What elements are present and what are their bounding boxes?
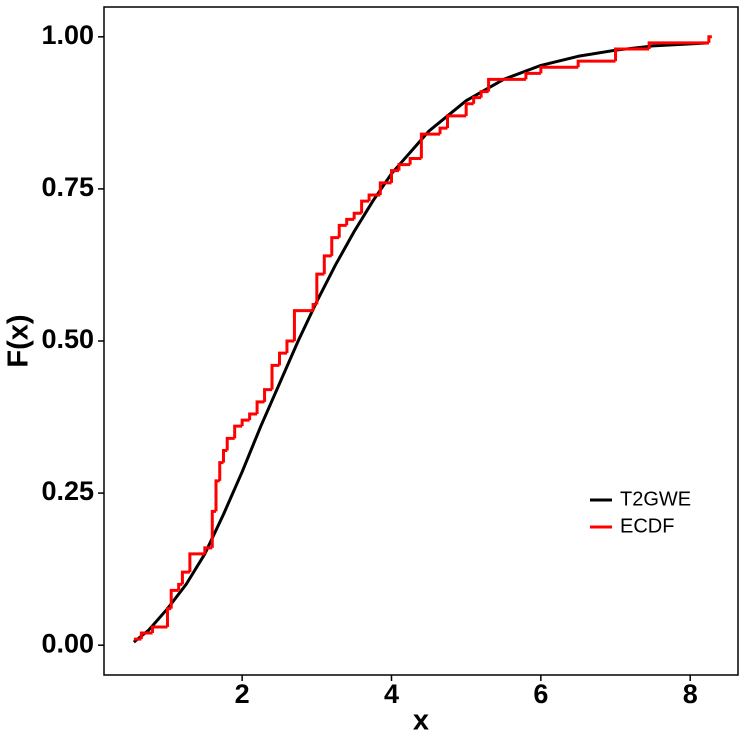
ecdf-step (408, 156, 422, 165)
ecdf-step (169, 588, 179, 609)
ecdf-step (292, 309, 314, 341)
ecdf-step (330, 236, 340, 256)
x-axis-title: x (413, 705, 429, 737)
ecdf-step (345, 217, 355, 226)
ecdf-step (315, 272, 325, 305)
ecdf-step (367, 193, 381, 202)
ecdf-step (165, 607, 172, 627)
ecdf-step (464, 102, 474, 116)
x-tick-label: 2 (235, 679, 250, 709)
x-tick-label: 8 (683, 679, 698, 709)
ecdf-step (647, 41, 709, 49)
ecdf-step (487, 77, 526, 92)
ecdf-step (188, 552, 205, 573)
ecdf-step (539, 65, 579, 74)
ecdf-step (576, 59, 616, 68)
ecdf-step (446, 114, 467, 129)
ecdf-step (218, 461, 224, 481)
ecdf-step (390, 169, 399, 183)
ecdf-step (255, 400, 265, 415)
ecdf-step (263, 388, 273, 402)
ecdf-step (214, 479, 220, 512)
ecdf-step (524, 71, 541, 80)
y-tick-label: 0.25 (41, 476, 94, 506)
y-axis-title: F(x) (3, 314, 35, 367)
ecdf-step (337, 223, 347, 238)
ecdf-step (180, 570, 190, 585)
ecdf-step (614, 47, 650, 62)
y-tick-label: 1.00 (41, 20, 94, 50)
ecdf-step (360, 199, 370, 214)
y-tick-label: 0.50 (41, 324, 94, 354)
x-tick-label: 4 (384, 679, 399, 709)
ecdf-step (240, 418, 250, 427)
plot-frame (103, 6, 739, 676)
ecdf-step (285, 339, 295, 354)
ecdf-step (419, 132, 441, 159)
x-tick-label: 6 (533, 679, 548, 709)
cdf-line (132, 41, 709, 644)
ecdf-step (378, 181, 392, 195)
ecdf-step (221, 449, 228, 463)
ecdf-step (352, 211, 362, 220)
ecdf-step (479, 90, 489, 98)
ecdf-step (438, 126, 448, 135)
ecdf-step (151, 625, 168, 634)
y-tick-label: 0.75 (41, 172, 94, 202)
ecdf-step (277, 351, 287, 366)
ecdf-step (322, 254, 332, 275)
ecdf-step (177, 582, 183, 591)
ecdf-step (248, 412, 258, 421)
ecdf-step (225, 436, 235, 451)
ecdf-step (270, 363, 280, 390)
y-tick-label: 0.00 (41, 628, 94, 658)
legend-label: T2GWE (620, 488, 691, 510)
ecdf-step (233, 424, 243, 439)
ecdf-step (707, 35, 712, 43)
ecdf-step (472, 96, 482, 104)
ecdf-step (203, 546, 213, 554)
ecdf-step (397, 163, 411, 171)
ecdf-step (139, 631, 153, 640)
legend-label: ECDF (620, 515, 674, 537)
